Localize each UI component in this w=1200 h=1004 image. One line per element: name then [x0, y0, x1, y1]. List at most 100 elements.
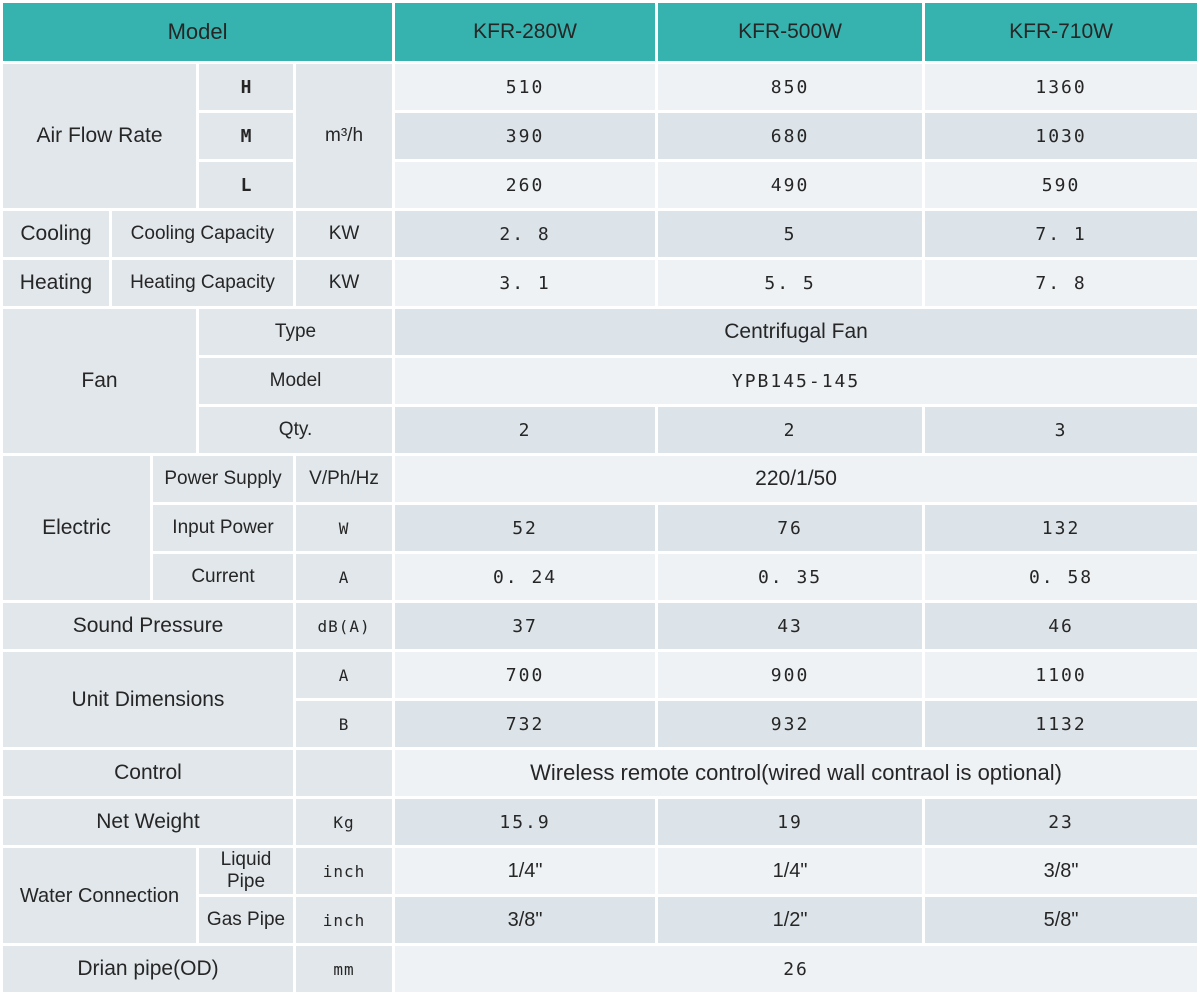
row-fan-model: Model YPB145-145 [3, 358, 1198, 404]
fan-model-label: Model [199, 358, 393, 404]
row-heating: Heating Heating Capacity KW 3. 1 5. 5 7.… [3, 260, 1198, 306]
fan-qty-label: Qty. [199, 407, 393, 453]
value-cell: 5. 5 [658, 260, 923, 306]
row-control: Control Wireless remote control(wired wa… [3, 750, 1198, 796]
value-cell: 37 [395, 603, 656, 649]
airflow-unit: m³/h [296, 64, 393, 208]
net-weight-label: Net Weight [3, 799, 293, 845]
current-label: Current [153, 554, 293, 600]
net-weight-unit: Kg [296, 799, 393, 845]
value-cell: 510 [395, 64, 656, 110]
fan-type-value: Centrifugal Fan [395, 309, 1198, 355]
value-cell: 2 [395, 407, 656, 453]
value-cell: 1/2" [658, 897, 923, 943]
row-dimension-a: Unit Dimensions A 700 900 1100 [3, 652, 1198, 747]
row-fan-type: Fan Type Centrifugal Fan [3, 309, 1198, 453]
row-airflow-medium: M 390 680 1030 [3, 113, 1198, 159]
current-unit: A [296, 554, 393, 600]
value-cell: 132 [925, 505, 1198, 551]
value-cell: 260 [395, 162, 656, 208]
row-dimension-b: B 732 932 1132 [3, 701, 1198, 747]
water-connection-label: Water Connection [3, 848, 196, 943]
value-cell: 700 [395, 652, 656, 698]
cooling-label: Cooling [3, 211, 109, 257]
row-current: Current A 0. 24 0. 35 0. 58 [3, 554, 1198, 600]
value-cell: 490 [658, 162, 923, 208]
dimension-b-label: B [296, 701, 393, 747]
electric-label: Electric [3, 456, 150, 600]
value-cell: 7. 1 [925, 211, 1198, 257]
value-cell: 2 [658, 407, 923, 453]
fan-model-value: YPB145-145 [395, 358, 1198, 404]
value-cell: 3. 1 [395, 260, 656, 306]
fan-label: Fan [3, 309, 196, 453]
value-cell: 1360 [925, 64, 1198, 110]
row-gas-pipe: Gas Pipe inch 3/8" 1/2" 5/8" [3, 897, 1198, 943]
airflow-speed-l: L [199, 162, 293, 208]
value-cell: 0. 24 [395, 554, 656, 600]
airflow-speed-h: H [199, 64, 293, 110]
control-unit-cell-empty [296, 750, 393, 796]
value-cell: 3 [925, 407, 1198, 453]
value-cell: 680 [658, 113, 923, 159]
row-power-supply: Electric Power Supply V/Ph/Hz 220/1/50 [3, 456, 1198, 600]
value-cell: 5 [658, 211, 923, 257]
value-cell: 850 [658, 64, 923, 110]
dimension-a-label: A [296, 652, 393, 698]
value-cell: 52 [395, 505, 656, 551]
gas-pipe-label: Gas Pipe [199, 897, 293, 943]
input-power-label: Input Power [153, 505, 293, 551]
drain-pipe-unit: mm [296, 946, 393, 992]
row-liquid-pipe: Water Connection Liquid Pipe inch 1/4" 1… [3, 848, 1198, 943]
drain-pipe-label: Drian pipe(OD) [3, 946, 293, 992]
power-supply-label: Power Supply [153, 456, 293, 502]
column-header-model-2: KFR-500W [658, 3, 923, 61]
column-header-model-1: KFR-280W [395, 3, 656, 61]
value-cell: 2. 8 [395, 211, 656, 257]
value-cell: 900 [658, 652, 923, 698]
heating-capacity-label: Heating Capacity [112, 260, 293, 306]
control-value: Wireless remote control(wired wall contr… [395, 750, 1198, 796]
value-cell: 1030 [925, 113, 1198, 159]
column-header-model-3: KFR-710W [925, 3, 1198, 61]
liquid-pipe-unit: inch [296, 848, 393, 894]
gas-pipe-unit: inch [296, 897, 393, 943]
value-cell: 23 [925, 799, 1198, 845]
sound-pressure-unit: dB(A) [296, 603, 393, 649]
cooling-unit: KW [296, 211, 393, 257]
control-label: Control [3, 750, 293, 796]
power-supply-unit: V/Ph/Hz [296, 456, 393, 502]
liquid-pipe-label: Liquid Pipe [199, 848, 293, 894]
power-supply-value: 220/1/50 [395, 456, 1198, 502]
heating-unit: KW [296, 260, 393, 306]
value-cell: 1/4" [658, 848, 923, 894]
model-header-cell: Model [3, 3, 393, 61]
row-drain-pipe: Drian pipe(OD) mm 26 [3, 946, 1198, 992]
airflow-speed-m: M [199, 113, 293, 159]
value-cell: 3/8" [395, 897, 656, 943]
row-fan-qty: Qty. 2 2 3 [3, 407, 1198, 453]
value-cell: 46 [925, 603, 1198, 649]
value-cell: 15.9 [395, 799, 656, 845]
heating-label: Heating [3, 260, 109, 306]
row-airflow-low: L 260 490 590 [3, 162, 1198, 208]
value-cell: 390 [395, 113, 656, 159]
cooling-capacity-label: Cooling Capacity [112, 211, 293, 257]
value-cell: 7. 8 [925, 260, 1198, 306]
fan-type-label: Type [199, 309, 393, 355]
value-cell: 5/8" [925, 897, 1198, 943]
value-cell: 0. 35 [658, 554, 923, 600]
value-cell: 590 [925, 162, 1198, 208]
value-cell: 76 [658, 505, 923, 551]
value-cell: 0. 58 [925, 554, 1198, 600]
row-cooling: Cooling Cooling Capacity KW 2. 8 5 7. 1 [3, 211, 1198, 257]
sound-pressure-label: Sound Pressure [3, 603, 293, 649]
input-power-unit: W [296, 505, 393, 551]
value-cell: 19 [658, 799, 923, 845]
row-net-weight: Net Weight Kg 15.9 19 23 [3, 799, 1198, 845]
value-cell: 43 [658, 603, 923, 649]
unit-dimensions-label: Unit Dimensions [3, 652, 293, 747]
row-airflow-high: Air Flow Rate H m³/h 510 850 1360 [3, 64, 1198, 208]
